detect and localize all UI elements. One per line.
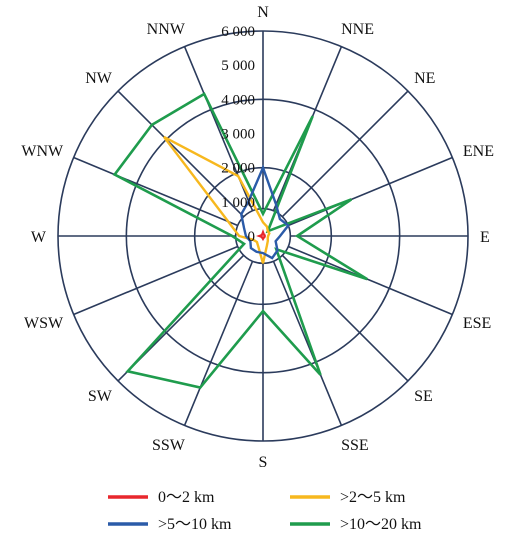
direction-label: ENE xyxy=(463,143,494,160)
series-line-1 xyxy=(256,229,266,242)
legend-label: >5～10 km xyxy=(158,516,232,533)
radial-tick-label: 6 000 xyxy=(221,24,255,40)
grid-spoke xyxy=(73,156,239,227)
direction-label: WSW xyxy=(24,315,64,332)
direction-label: NNW xyxy=(147,21,186,38)
direction-label: NE xyxy=(414,70,435,87)
radial-tick-labels: 0 1 000 2 000 3 000 4 000 5 000 6 000 xyxy=(221,24,255,245)
direction-labels: N NNE NE ENE E ESE SE SSE S SSW SW WSW W WNW NW NNW xyxy=(21,4,494,471)
direction-label: SE xyxy=(414,388,433,405)
series-layer xyxy=(112,92,368,389)
direction-label: S xyxy=(259,454,268,471)
direction-label: W xyxy=(31,229,47,246)
legend-label: 0～2 km xyxy=(158,489,215,506)
legend-label: >10～20 km xyxy=(340,516,422,533)
direction-label: E xyxy=(480,229,490,246)
direction-label: SSE xyxy=(341,437,369,454)
radial-tick-label: 0 xyxy=(248,229,256,245)
grid-spoke xyxy=(117,90,245,218)
direction-label: NNE xyxy=(341,21,374,38)
direction-label: SSW xyxy=(152,437,186,454)
radial-tick-label: 3 000 xyxy=(221,127,255,143)
grid-spoke xyxy=(287,245,453,316)
direction-label: WNW xyxy=(21,143,64,160)
grid-circle xyxy=(234,207,292,265)
legend: 0～2 km >2～5 km >5～10 km >10～20 km xyxy=(108,489,422,533)
direction-label: ESE xyxy=(463,315,491,332)
series-line-3 xyxy=(239,164,290,260)
radial-tick-label: 5 000 xyxy=(221,58,255,74)
grid-spoke xyxy=(281,90,409,218)
grid-spoke xyxy=(73,245,239,316)
direction-label: NW xyxy=(85,70,113,87)
polar-grid xyxy=(57,30,469,442)
grid-spoke xyxy=(281,254,409,382)
grid-spoke xyxy=(272,260,343,426)
grid-spoke xyxy=(183,260,254,426)
direction-label: SW xyxy=(88,388,113,405)
direction-label: N xyxy=(257,4,269,21)
legend-label: >2～5 km xyxy=(340,489,406,506)
radial-tick-label: 2 000 xyxy=(221,161,255,177)
radial-tick-label: 1 000 xyxy=(221,195,255,211)
radial-tick-label: 4 000 xyxy=(221,92,255,108)
series-line-4 xyxy=(112,92,368,389)
series-line-2 xyxy=(162,135,271,264)
